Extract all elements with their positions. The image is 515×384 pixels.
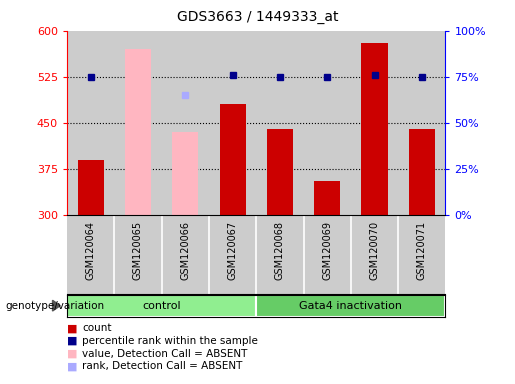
Text: ■: ■ — [67, 361, 77, 371]
Bar — [78, 160, 104, 215]
Bar — [256, 295, 445, 317]
Bar — [67, 295, 256, 317]
Text: genotype/variation: genotype/variation — [5, 301, 104, 311]
Text: percentile rank within the sample: percentile rank within the sample — [82, 336, 259, 346]
Bar — [219, 104, 246, 215]
Text: ■: ■ — [67, 336, 77, 346]
Text: GSM120064: GSM120064 — [85, 221, 96, 280]
Text: GSM120071: GSM120071 — [417, 221, 427, 280]
Text: rank, Detection Call = ABSENT: rank, Detection Call = ABSENT — [82, 361, 243, 371]
Text: value, Detection Call = ABSENT: value, Detection Call = ABSENT — [82, 349, 248, 359]
Text: control: control — [142, 301, 181, 311]
Text: ■: ■ — [67, 349, 77, 359]
Text: GSM120066: GSM120066 — [180, 221, 190, 280]
Text: GSM120067: GSM120067 — [228, 221, 237, 280]
Bar — [125, 49, 151, 215]
Bar — [172, 132, 198, 215]
Bar — [267, 129, 293, 215]
Text: ■: ■ — [67, 323, 77, 333]
Text: GSM120069: GSM120069 — [322, 221, 332, 280]
Bar — [409, 129, 435, 215]
Text: GSM120070: GSM120070 — [369, 221, 380, 280]
Text: GSM120068: GSM120068 — [275, 221, 285, 280]
Text: count: count — [82, 323, 112, 333]
Bar — [314, 181, 340, 215]
Text: Gata4 inactivation: Gata4 inactivation — [299, 301, 402, 311]
Text: GDS3663 / 1449333_at: GDS3663 / 1449333_at — [177, 10, 338, 23]
Text: GSM120065: GSM120065 — [133, 221, 143, 280]
Bar — [362, 43, 387, 215]
